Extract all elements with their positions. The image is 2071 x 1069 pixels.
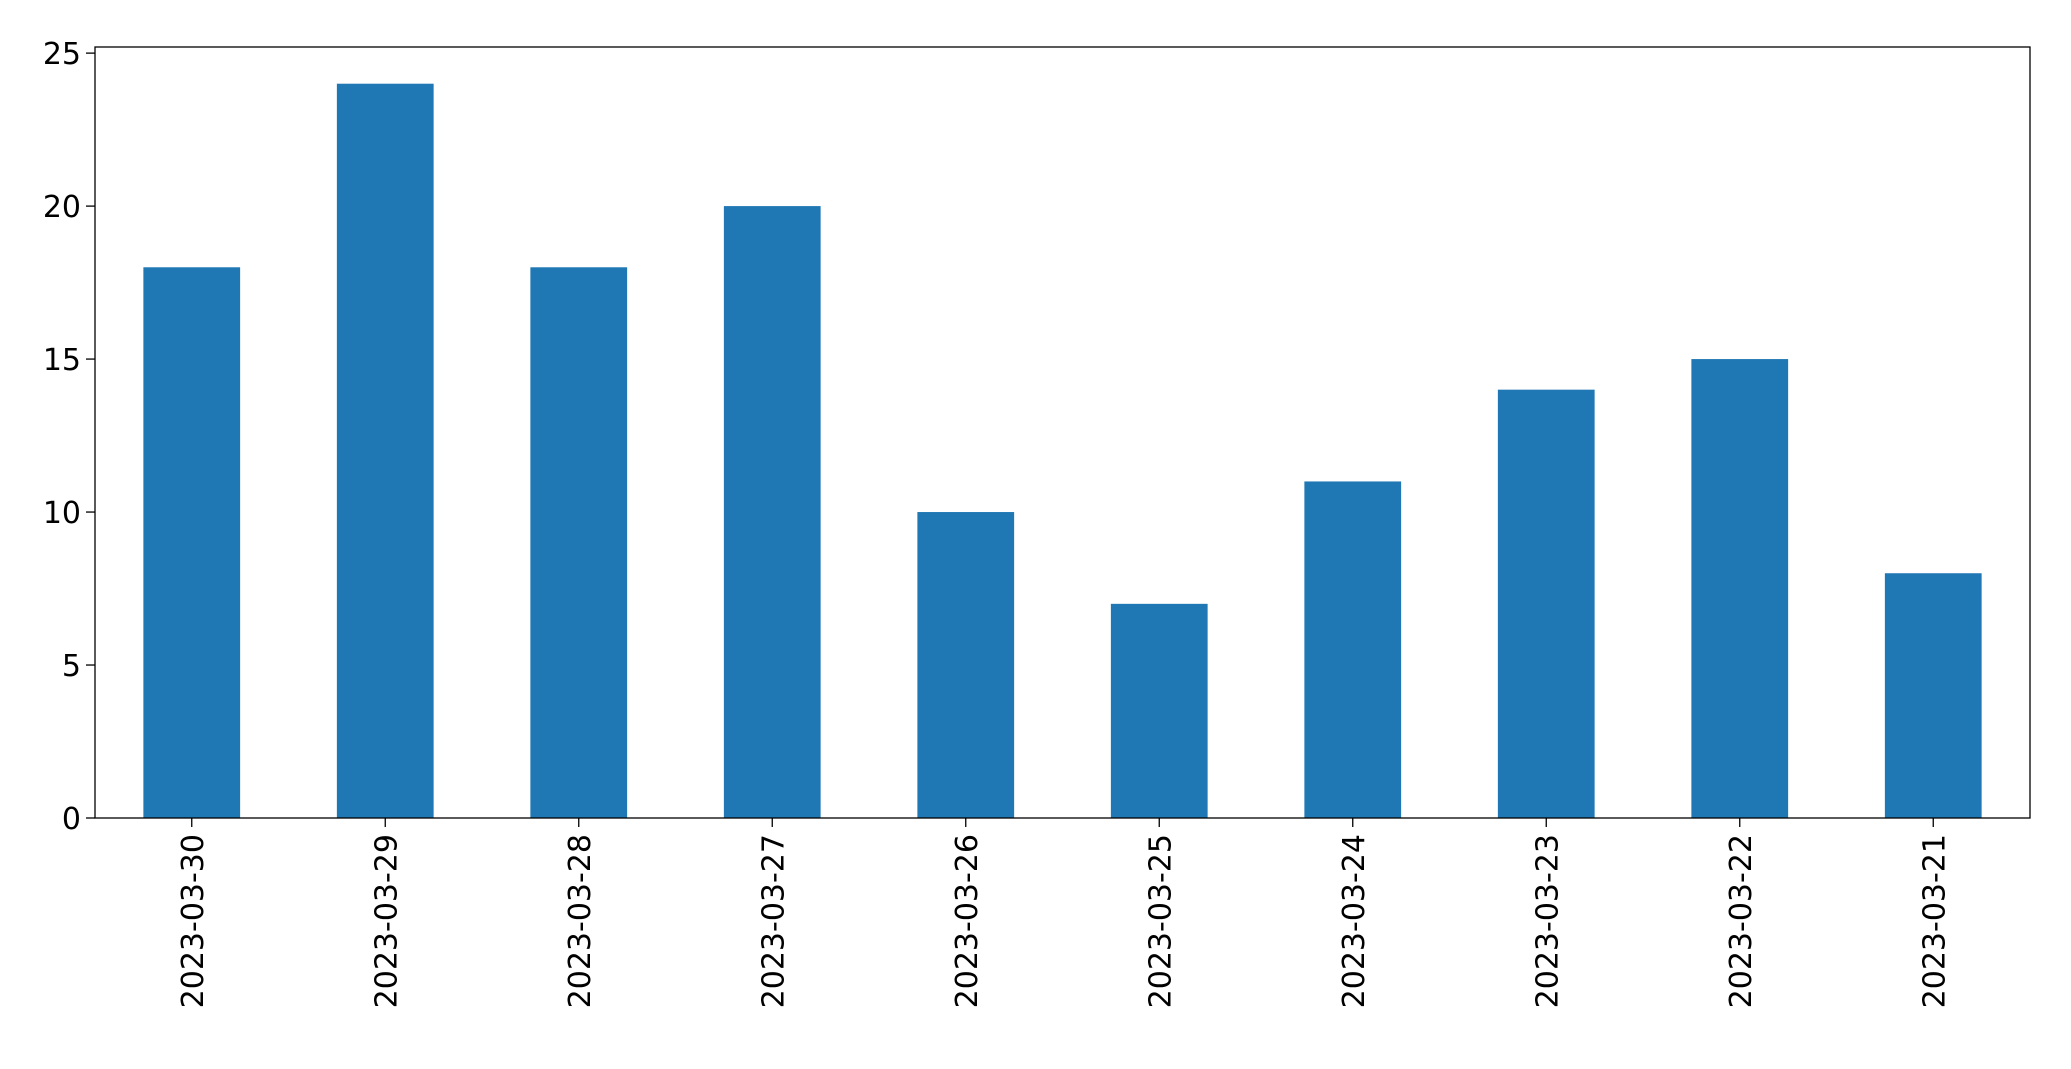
bar xyxy=(1110,603,1208,818)
bar xyxy=(1691,359,1789,818)
bar xyxy=(1497,389,1595,818)
y-tick-label: 20 xyxy=(43,190,81,225)
bar xyxy=(143,267,241,818)
plot-frame xyxy=(94,46,2031,819)
x-tick-label: 2023-03-26 xyxy=(950,834,985,1008)
bar xyxy=(1304,481,1402,818)
bar xyxy=(530,267,628,818)
x-tick-label: 2023-03-21 xyxy=(1917,834,1952,1008)
x-tick-label: 2023-03-22 xyxy=(1724,834,1759,1008)
x-tick-label: 2023-03-23 xyxy=(1530,834,1565,1008)
y-tick-label: 25 xyxy=(43,37,81,72)
x-tick-label: 2023-03-30 xyxy=(176,834,211,1008)
bar xyxy=(1884,573,1982,818)
bar xyxy=(723,206,821,819)
x-tick-label: 2023-03-24 xyxy=(1337,834,1372,1008)
bar xyxy=(917,512,1015,818)
bar xyxy=(336,83,434,818)
y-tick-label: 10 xyxy=(43,496,81,531)
y-tick-label: 15 xyxy=(43,343,81,378)
x-tick-label: 2023-03-25 xyxy=(1143,834,1178,1008)
x-tick-label: 2023-03-28 xyxy=(563,834,598,1008)
y-tick-label: 0 xyxy=(62,802,81,837)
y-tick-label: 5 xyxy=(62,649,81,684)
x-tick-label: 2023-03-27 xyxy=(756,834,791,1008)
x-tick-label: 2023-03-29 xyxy=(369,834,404,1008)
